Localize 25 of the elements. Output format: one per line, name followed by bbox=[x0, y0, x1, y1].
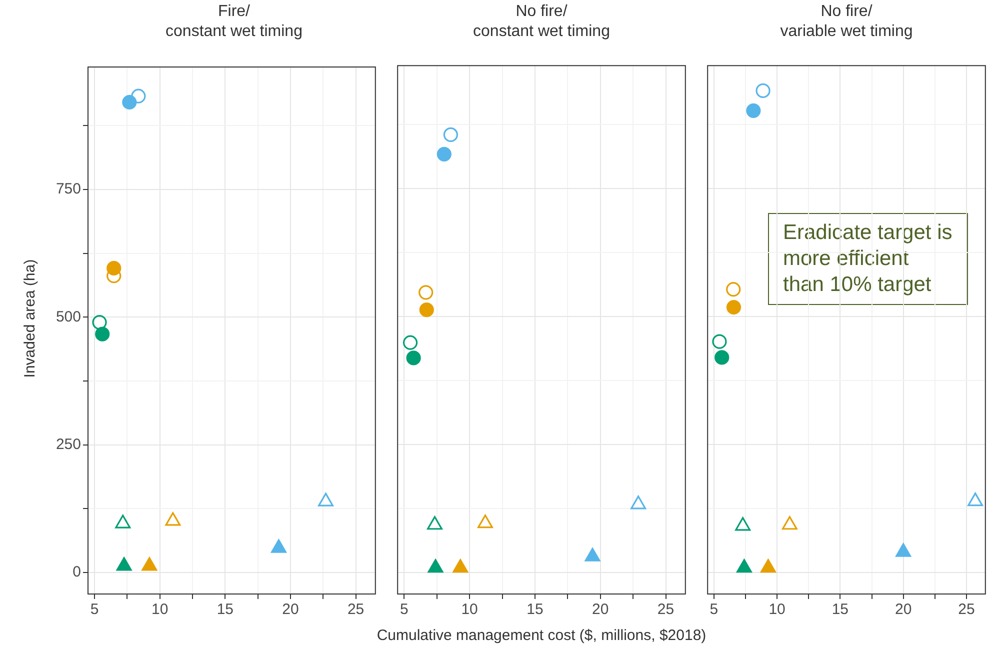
x-tick-label: 25 bbox=[347, 601, 364, 618]
x-tick-label: 5 bbox=[90, 601, 99, 618]
x-tick-label: 25 bbox=[958, 601, 975, 618]
x-tick-label: 15 bbox=[216, 601, 234, 618]
x-tick-label: 20 bbox=[894, 601, 912, 618]
x-tick-label: 5 bbox=[400, 601, 408, 618]
x-tick-label: 10 bbox=[461, 601, 478, 618]
x-tick-label: 5 bbox=[710, 601, 718, 618]
chart-title: No fire/ constant wet timing bbox=[472, 2, 611, 42]
chart-title: Fire/ constant wet timing bbox=[164, 2, 304, 42]
chart-title: No fire/ variable wet timing bbox=[779, 2, 914, 42]
y-axis-title: Invaded area (ha) bbox=[22, 258, 38, 380]
x-tick-label: 20 bbox=[592, 601, 609, 618]
y-tick-label: 0 bbox=[72, 564, 81, 581]
annotation: Eradicate target is more efficient than 10% target bbox=[768, 213, 968, 305]
x-tick-label: 15 bbox=[526, 601, 544, 618]
x-tick-label: 10 bbox=[768, 601, 786, 618]
x-axis-title: Cumulative management cost ($, millions, $2018) bbox=[376, 627, 706, 644]
x-tick-label: 10 bbox=[152, 601, 168, 618]
y-tick-label: 750 bbox=[56, 180, 81, 198]
x-tick-label: 20 bbox=[282, 601, 299, 618]
x-tick-label: 15 bbox=[832, 601, 849, 618]
y-tick-label: 250 bbox=[56, 436, 81, 454]
x-tick-label: 25 bbox=[657, 601, 674, 618]
y-tick-label: 500 bbox=[56, 308, 81, 326]
